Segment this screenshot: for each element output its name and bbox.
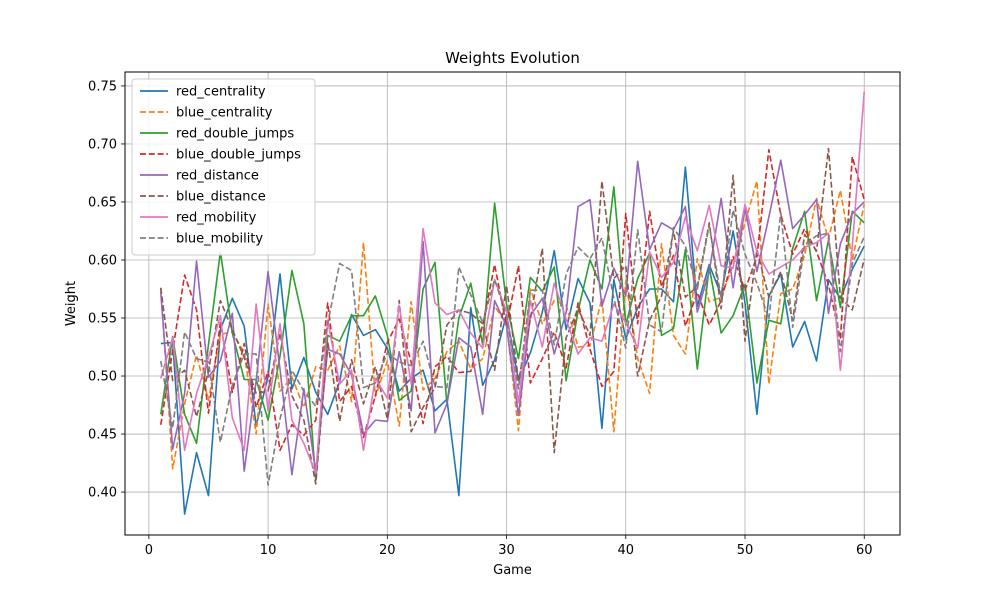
y-tick-label: 0.45: [88, 428, 117, 443]
legend-label-red-mobility: red_mobility: [176, 211, 257, 226]
x-tick-label: 30: [498, 543, 515, 558]
legend-label-blue-distance: blue_distance: [176, 190, 266, 205]
y-tick-label: 0.55: [88, 312, 117, 327]
y-tick-label: 0.75: [88, 79, 117, 94]
x-tick-label: 10: [260, 543, 277, 558]
plot-series: [159, 91, 866, 515]
x-tick-label: 20: [379, 543, 396, 558]
series-line-red-mobility: [160, 91, 866, 475]
axis-ticks: 0 10 20 30 40 50 60 0.40 0.45 0.50 0.55 0.60 0.65 0.7…: [88, 79, 872, 558]
legend-label-red-centrality: red_centrality: [176, 85, 266, 100]
legend-label-red-distance: red_distance: [176, 169, 259, 184]
x-tick-label: 0: [145, 543, 153, 558]
series-line-blue-double-jumps: [159, 148, 866, 452]
x-tick-label: 40: [617, 543, 634, 558]
series-line-red-distance: [159, 159, 865, 476]
legend-label-blue-centrality: blue_centrality: [176, 106, 273, 121]
legend-box: [131, 78, 316, 256]
series-line-blue-mobility: [159, 209, 865, 486]
x-tick-label: 60: [856, 543, 873, 558]
y-tick-label: 0.70: [88, 137, 117, 152]
y-axis-label: Weight: [64, 281, 79, 326]
x-tick-label: 50: [737, 543, 754, 558]
legend-label-blue-mobility: blue_mobility: [176, 232, 263, 247]
x-axis-label: Game: [493, 563, 532, 578]
legend-label-blue-double-jumps: blue_double_jumps: [176, 148, 301, 163]
legend: red_centrality blue_centrality red_double_…: [131, 78, 316, 256]
y-tick-label: 0.60: [88, 253, 117, 268]
y-tick-label: 0.40: [88, 486, 117, 501]
axes-frame: [124, 71, 901, 536]
chart-title: Weights Evolution: [445, 49, 580, 67]
y-tick-label: 0.65: [88, 195, 117, 210]
y-tick-label: 0.50: [88, 370, 117, 385]
legend-label-red-double-jumps: red_double_jumps: [176, 127, 294, 142]
